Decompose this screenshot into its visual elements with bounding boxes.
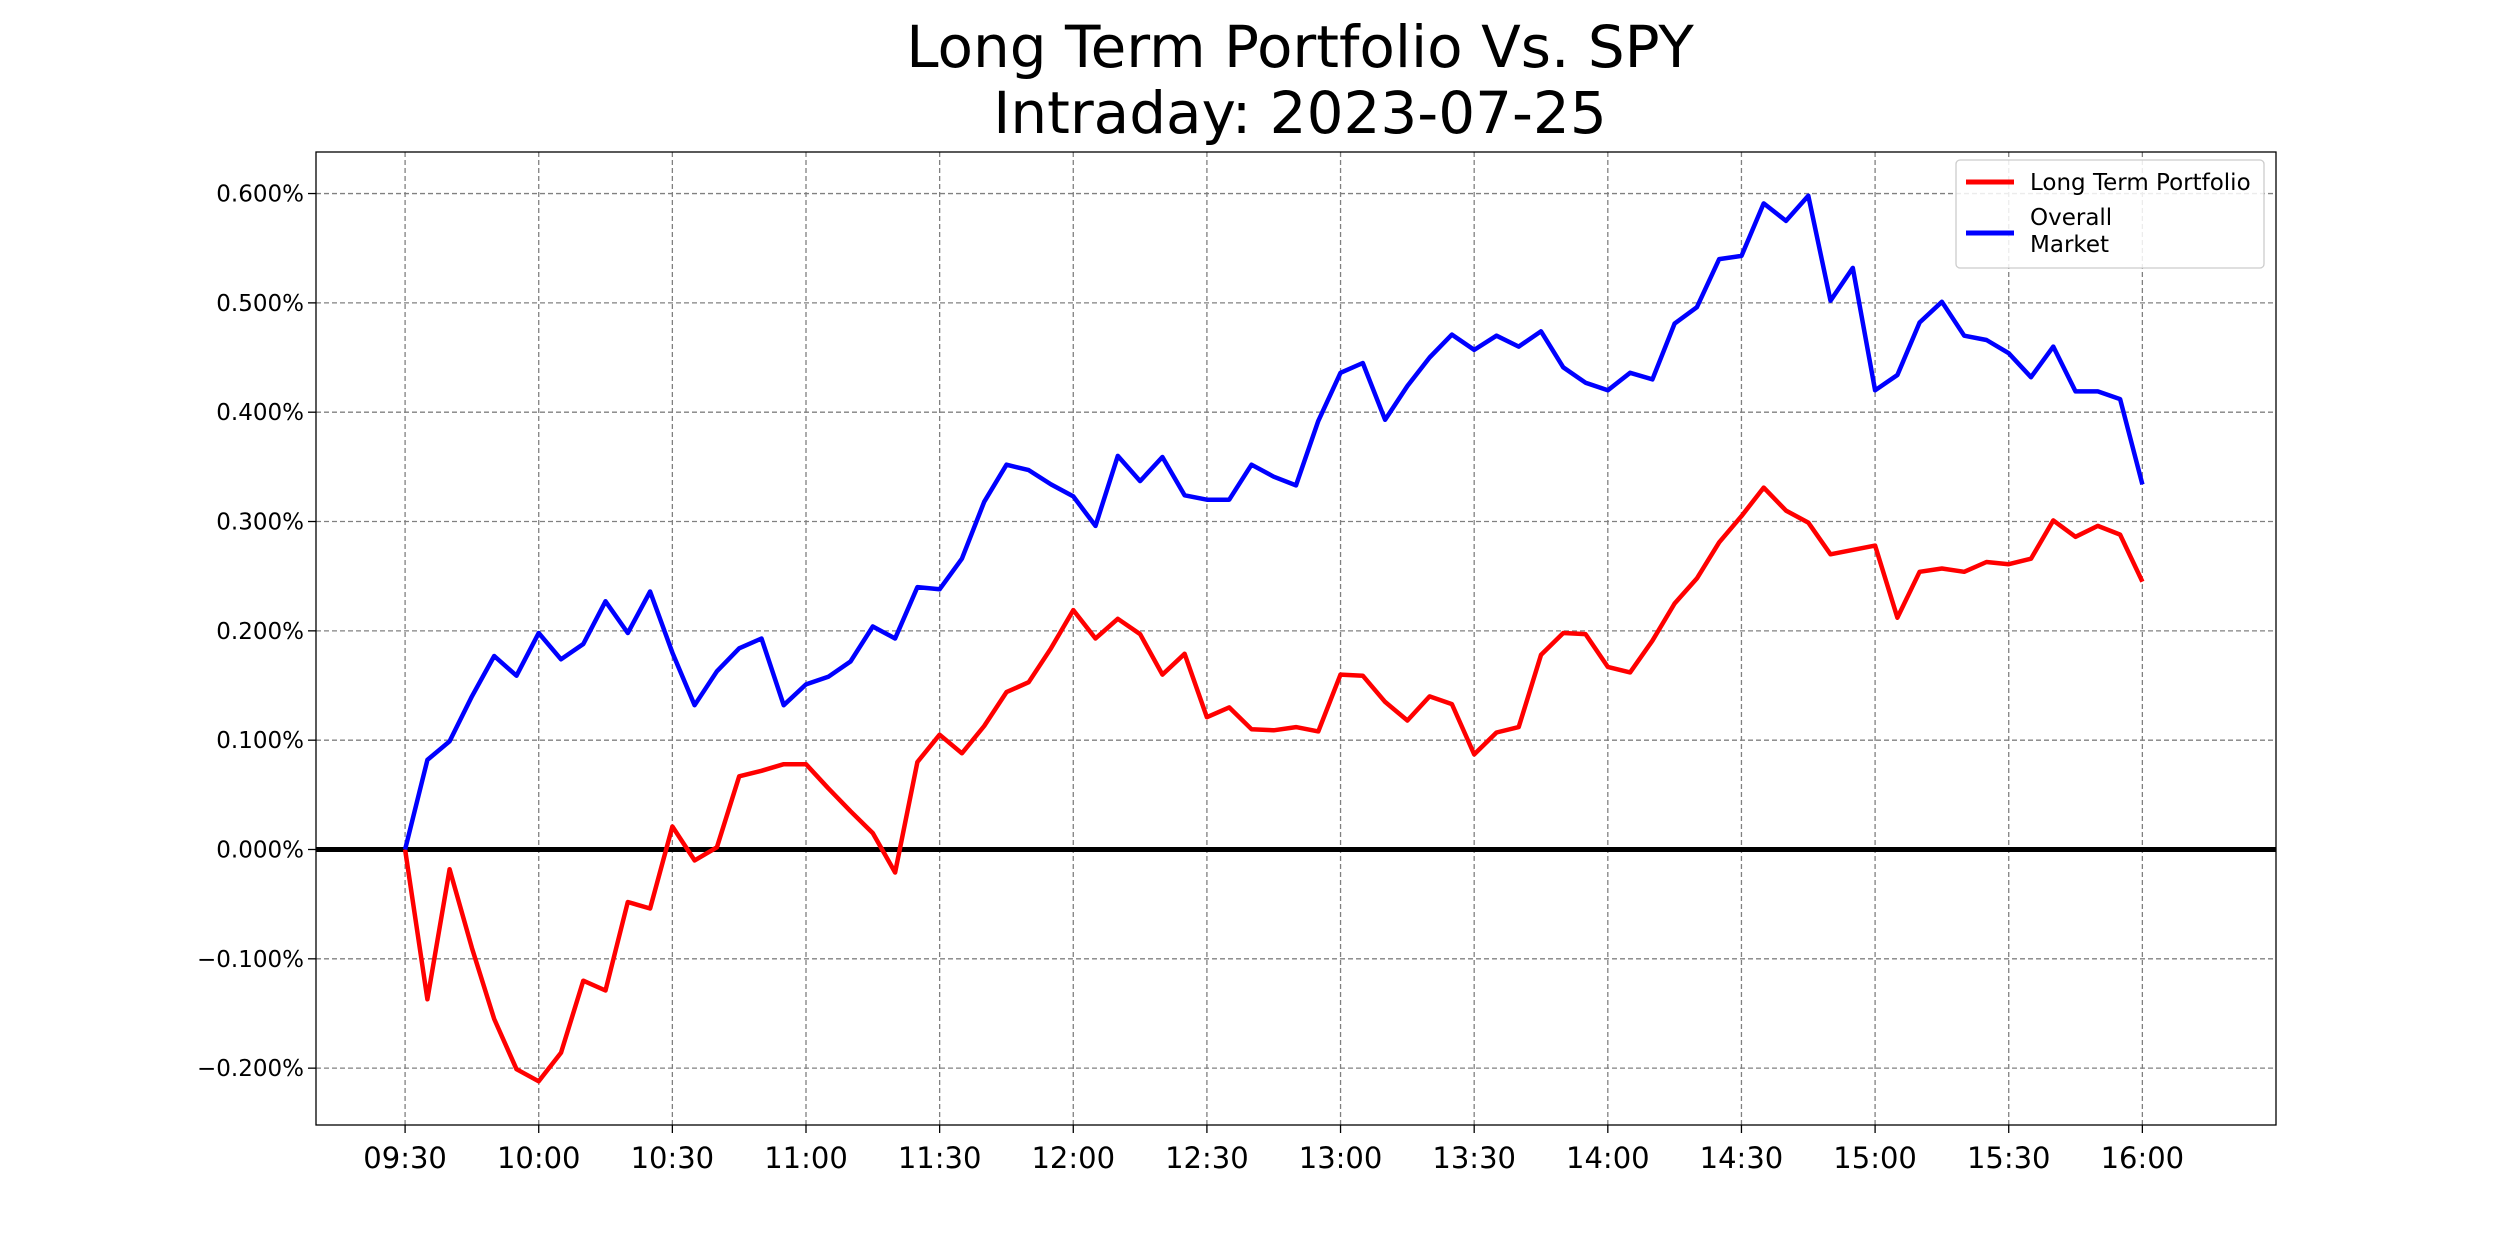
legend-box bbox=[1955, 159, 2265, 269]
chart-subtitle: Intraday: 2023-07-25 bbox=[993, 79, 1607, 147]
x-tick-label: 13:30 bbox=[1432, 1141, 1516, 1175]
x-tick-label: 14:30 bbox=[1700, 1141, 1784, 1175]
legend-label-overall-market: Overall Market bbox=[2030, 205, 2112, 258]
series-line-long-term-portfolio bbox=[402, 485, 2145, 1084]
y-tick-label: 0.600% bbox=[216, 182, 304, 208]
x-axis: 09:30 10:00 10:30 11:00 11:30 12:00 12:30 13:00… bbox=[363, 1125, 2184, 1175]
chart-title: Long Term Portfolio Vs. SPY bbox=[906, 13, 1694, 81]
y-tick-label: −0.200% bbox=[197, 1056, 304, 1082]
x-tick-label: 12:00 bbox=[1031, 1141, 1115, 1175]
x-tick-label: 16:00 bbox=[2101, 1141, 2185, 1175]
x-tick-label: 09:30 bbox=[363, 1141, 447, 1175]
y-axis: −0.200% −0.100% 0.000% 0.100% 0.200% 0.300% 0.… bbox=[197, 182, 316, 1082]
y-tick-label: 0.400% bbox=[216, 400, 304, 426]
series-line-overall-market bbox=[402, 193, 2145, 851]
legend-label-overall-market-line2: Market bbox=[2030, 232, 2109, 258]
x-tick-label: 10:30 bbox=[631, 1141, 715, 1175]
x-tick-label: 11:30 bbox=[898, 1141, 982, 1175]
y-tick-label: −0.100% bbox=[197, 947, 304, 973]
y-tick-label: 0.300% bbox=[216, 510, 304, 536]
legend-label-long-term-portfolio: Long Term Portfolio bbox=[2030, 170, 2251, 196]
x-tick-label: 11:00 bbox=[764, 1141, 848, 1175]
x-tick-label: 10:00 bbox=[497, 1141, 581, 1175]
legend: Long Term Portfolio Overall Market bbox=[1955, 159, 2265, 269]
legend-label-overall-market-line1: Overall bbox=[2030, 205, 2112, 231]
x-tick-label: 13:00 bbox=[1299, 1141, 1383, 1175]
x-tick-label: 14:00 bbox=[1566, 1141, 1650, 1175]
y-tick-label: 0.000% bbox=[216, 837, 304, 863]
y-tick-label: 0.500% bbox=[216, 291, 304, 317]
y-tick-label: 0.100% bbox=[216, 728, 304, 754]
x-tick-label: 15:00 bbox=[1833, 1141, 1917, 1175]
series-lines bbox=[402, 193, 2145, 1084]
x-tick-label: 15:30 bbox=[1967, 1141, 2051, 1175]
y-tick-label: 0.200% bbox=[216, 619, 304, 645]
x-tick-label: 12:30 bbox=[1165, 1141, 1249, 1175]
plot-area bbox=[315, 151, 2277, 1126]
